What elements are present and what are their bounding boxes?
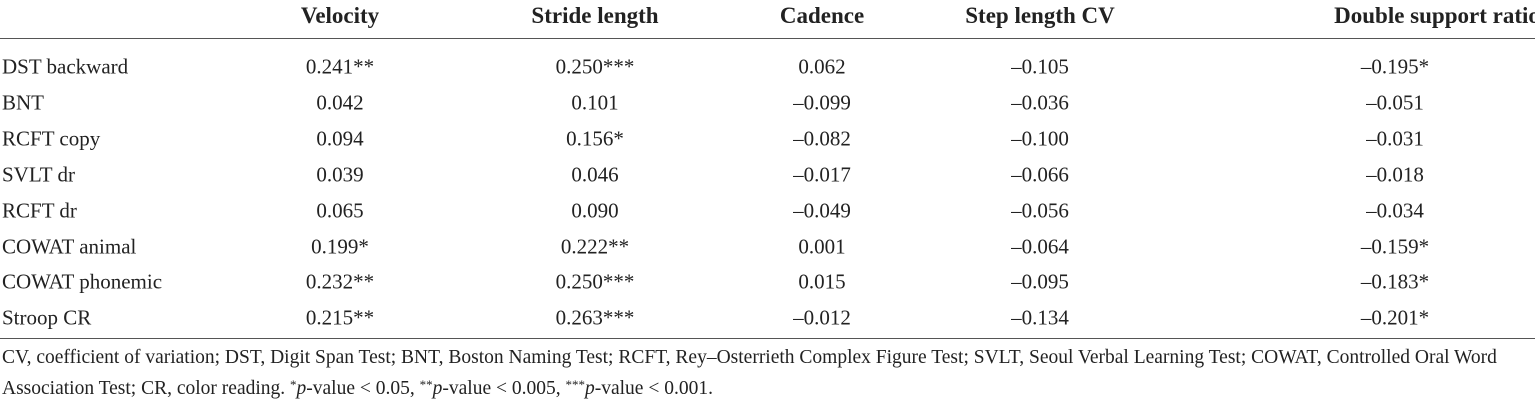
header-rule	[0, 38, 1535, 39]
table-cell: 0.001	[798, 234, 846, 258]
table-cell: 0.065	[316, 198, 364, 223]
table-cell: –0.183*	[1360, 269, 1430, 294]
table-cell: –0.056	[1011, 198, 1069, 223]
table-cell: 0.015	[798, 269, 846, 294]
table-cell: –0.049	[793, 198, 851, 223]
footnote: CV, coefficient of variation; DST, Digit…	[2, 344, 1532, 402]
table-cell: 0.250***	[555, 54, 635, 79]
row-label: Stroop CR	[2, 305, 92, 330]
table-cell: 0.094	[316, 126, 364, 151]
table-cell: 0.222**	[560, 234, 630, 258]
table-cell: 0.062	[798, 54, 846, 79]
row-label: RCFT dr	[2, 198, 77, 223]
table-cell: 0.039	[316, 162, 364, 187]
footnote-text: *	[290, 377, 297, 392]
table-cell: –0.100	[1011, 126, 1069, 151]
column-header: Cadence	[779, 3, 865, 28]
footnote-text: p	[432, 378, 443, 399]
table-cell: –0.201*	[1360, 305, 1430, 330]
row-label: COWAT animal	[2, 234, 137, 258]
table-cell: –0.099	[793, 90, 851, 115]
table-cell: 0.215**	[305, 305, 375, 330]
row-label: SVLT dr	[2, 162, 75, 187]
column-header: Double support ratio	[1334, 3, 1535, 28]
table-cell: –0.066	[1011, 162, 1069, 187]
column-header: Velocity	[300, 3, 380, 28]
footnote-text: p	[584, 378, 595, 399]
row-label: RCFT copy	[2, 126, 101, 151]
table-cell: –0.064	[1011, 234, 1069, 258]
table-cell: 0.199*	[311, 234, 369, 258]
table-cell: 0.090	[571, 198, 619, 223]
table-cell: –0.031	[1366, 126, 1424, 151]
table-cell: –0.105	[1011, 54, 1069, 79]
table-cell: –0.159*	[1360, 234, 1430, 258]
table-cell: 0.101	[571, 90, 619, 115]
footnote-text: p	[296, 378, 307, 399]
table-cell: –0.051	[1366, 90, 1424, 115]
footnote-text: CV, coefficient of variation; DST, Digit…	[2, 347, 1497, 399]
row-label: COWAT phonemic	[2, 269, 163, 294]
table-cell: 0.156*	[566, 126, 624, 151]
footnote-text: -value < 0.001.	[594, 378, 713, 399]
row-label: DST backward	[2, 54, 129, 79]
column-header: Step length CV	[965, 3, 1115, 28]
footnote-text: -value < 0.05,	[306, 378, 420, 399]
table-cell: –0.012	[793, 305, 851, 330]
table-cell: –0.195*	[1360, 54, 1430, 79]
table-cell: –0.082	[793, 126, 851, 151]
table-cell: –0.134	[1011, 305, 1069, 330]
table-cell: 0.263***	[555, 305, 635, 330]
table-cell: –0.018	[1366, 162, 1424, 187]
table-cell: –0.036	[1011, 90, 1069, 115]
table-cell: 0.241**	[305, 54, 375, 79]
bottom-rule	[0, 338, 1535, 339]
table-cell: –0.095	[1011, 269, 1069, 294]
table-cell: 0.042	[316, 90, 364, 115]
footnote-text: -value < 0.005,	[442, 378, 566, 399]
table-cell: 0.232**	[305, 269, 375, 294]
table-cell: –0.034	[1366, 198, 1424, 223]
table-cell: –0.017	[793, 162, 851, 187]
footnote-text: ***	[565, 377, 585, 392]
row-label: BNT	[2, 90, 44, 115]
table-cell: 0.250***	[555, 269, 635, 294]
column-header: Stride length	[531, 3, 659, 28]
footnote-text: **	[419, 377, 433, 392]
table-cell: 0.046	[571, 162, 619, 187]
